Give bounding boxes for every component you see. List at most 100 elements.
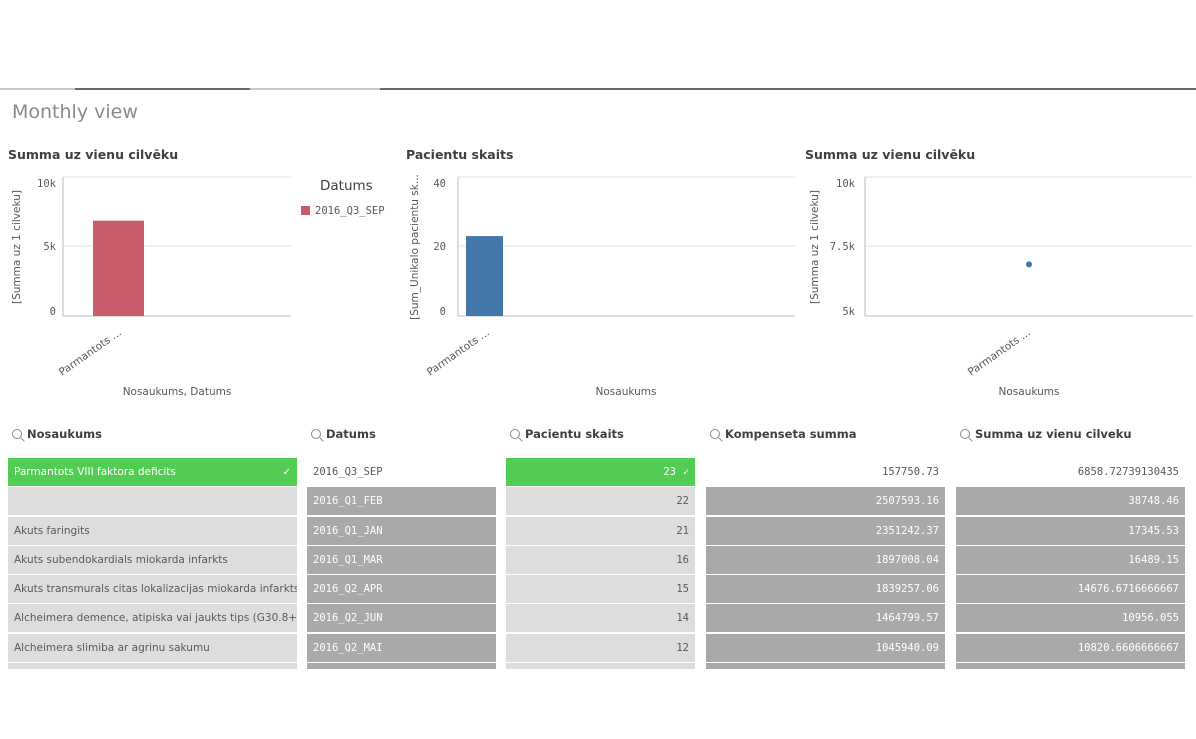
list-item[interactable]: 2016_Q2_JUN — [307, 604, 496, 633]
filter-pane-kompenseta-summa[interactable]: Kompenseta summa 157750.73 2507593.16 23… — [706, 424, 945, 670]
list-item[interactable]: 6858.72739130435 — [956, 458, 1185, 486]
list-item-label: 23 — [663, 466, 676, 478]
list-item-label: 2016_Q2_MAI — [313, 641, 383, 654]
sheet-top-bar — [0, 88, 1196, 90]
list-item[interactable]: 10956.055 — [956, 604, 1185, 633]
list-item[interactable]: 2016_Q1_JAN — [307, 516, 496, 545]
list-item[interactable]: 2351242.37 — [706, 516, 945, 545]
list-item[interactable]: 22 — [506, 487, 695, 516]
list-item-label: 15 — [676, 583, 689, 596]
list-item[interactable]: 2016_Q3_SEP — [307, 458, 496, 486]
list-item-label: Akuts subendokardials miokarda infarkts — [14, 553, 228, 566]
list-item-label: Alcheimera slimiba ar agrinu sakumu — [14, 641, 210, 654]
list-item[interactable]: 10820.6606666667 — [956, 633, 1185, 662]
list-item-label: 10956.055 — [1122, 612, 1179, 625]
sheet-tab-indicator — [250, 88, 380, 90]
list-item-label: 16489.15 — [1128, 553, 1179, 566]
list-item[interactable]: 21 — [506, 516, 695, 545]
list-item[interactable]: Parmantots VIII faktora deficits ✓ — [8, 458, 297, 486]
list-item[interactable]: 14676.6716666667 — [956, 575, 1185, 604]
list-item-label: 21 — [676, 524, 689, 537]
list-item[interactable]: 2016_Q1_MAR — [307, 545, 496, 574]
filter-pane-title: Kompenseta summa — [725, 427, 857, 441]
list-item[interactable]: 1045940.09 — [706, 633, 945, 662]
list-item-partial[interactable] — [956, 663, 1185, 670]
list-item[interactable]: 17345.53 — [956, 516, 1185, 545]
list-item-label: 157750.73 — [882, 466, 939, 478]
list-item[interactable]: Alcheimera demence, atipiska vai jaukts … — [8, 604, 297, 633]
list-item[interactable]: 38748.46 — [956, 487, 1185, 516]
list-item-partial[interactable] — [706, 663, 945, 670]
bar-mark[interactable] — [466, 236, 503, 316]
list-item-label: 2351242.37 — [875, 524, 939, 537]
y-tick-label: 0 — [440, 306, 446, 318]
chart-title: Summa uz vienu cilvēku — [8, 147, 179, 162]
list-item[interactable]: 2016_Q1_FEB — [307, 487, 496, 516]
y-axis-title: [Summa uz 1 cilveku] — [809, 190, 821, 304]
list-item-label: Akuts faringits — [14, 524, 90, 537]
filter-pane-nosaukums[interactable]: Nosaukums Parmantots VIII faktora defici… — [8, 424, 297, 670]
list-item-label: 2016_Q1_MAR — [313, 553, 383, 566]
list-item-label: 12 — [676, 641, 689, 654]
list-item-partial[interactable] — [8, 663, 297, 670]
sheet-tab-indicator — [0, 88, 75, 90]
list-item-label: Parmantots VIII faktora deficits — [14, 466, 176, 478]
filter-pane-header[interactable]: Kompenseta summa — [706, 424, 945, 444]
list-item-label: 2016_Q2_APR — [313, 583, 383, 596]
list-item[interactable]: 14 — [506, 604, 695, 633]
y-tick-label: 5k — [43, 241, 56, 253]
list-item-partial[interactable] — [506, 663, 695, 670]
x-axis-title: Nosaukums, Datums — [123, 386, 232, 398]
list-item[interactable]: Akuts faringits — [8, 516, 297, 545]
sheet-title: Monthly view — [12, 101, 138, 123]
scatter-chart-summa[interactable]: 10k 7.5k 5k [Summa uz 1 cilveku] Nosauku… — [800, 165, 1196, 415]
bar-chart-summa[interactable]: 10k 5k 0 [Summa uz 1 cilveku] Nosaukums,… — [0, 165, 400, 415]
list-item[interactable]: 16489.15 — [956, 545, 1185, 574]
y-tick-label: 5k — [842, 306, 855, 318]
search-icon[interactable] — [311, 429, 321, 439]
list-item[interactable]: 23 ✓ — [506, 458, 695, 486]
filter-pane-header[interactable]: Summa uz vienu cilveku — [956, 424, 1185, 444]
list-item[interactable]: Akuts subendokardials miokarda infarkts — [8, 545, 297, 574]
list-item[interactable] — [8, 487, 297, 516]
list-item[interactable]: 16 — [506, 545, 695, 574]
legend-swatch — [301, 206, 310, 215]
list-item-label: 14 — [676, 612, 689, 625]
list-item[interactable]: Alcheimera slimiba ar agrinu sakumu — [8, 633, 297, 662]
list-item[interactable]: 2016_Q2_MAI — [307, 633, 496, 662]
filter-pane-header[interactable]: Pacientu skaits — [506, 424, 695, 444]
list-item-label: 1464799.57 — [875, 612, 939, 625]
filter-pane-pacientu-skaits[interactable]: Pacientu skaits 23 ✓ 22 21 16 15 14 12 — [506, 424, 695, 670]
check-icon: ✓ — [282, 466, 291, 478]
y-axis-title: [Sum_Unikalo pacientu sk... — [409, 174, 421, 320]
filter-pane-datums[interactable]: Datums 2016_Q3_SEP 2016_Q1_FEB 2016_Q1_J… — [307, 424, 496, 670]
search-icon[interactable] — [710, 429, 720, 439]
legend-item[interactable]: 2016_Q3_SEP — [315, 205, 385, 217]
list-item[interactable]: 1839257.06 — [706, 575, 945, 604]
search-icon[interactable] — [960, 429, 970, 439]
list-item-partial[interactable] — [307, 663, 496, 670]
list-item[interactable]: 15 — [506, 575, 695, 604]
list-item[interactable]: 12 — [506, 633, 695, 662]
filter-pane-title: Summa uz vienu cilveku — [975, 427, 1132, 441]
list-item[interactable]: 157750.73 — [706, 458, 945, 486]
search-icon[interactable] — [510, 429, 520, 439]
filter-pane-summa-uz-vienu-cilveku[interactable]: Summa uz vienu cilveku 6858.72739130435 … — [956, 424, 1185, 670]
y-tick-label: 10k — [836, 178, 856, 190]
bar-chart-pacientu[interactable]: 40 20 0 [Sum_Unikalo pacientu sk... Nosa… — [400, 165, 800, 415]
list-item[interactable]: Akuts transmurals citas lokalizacijas mi… — [8, 575, 297, 604]
list-item-label: Akuts transmurals citas lokalizacijas mi… — [14, 583, 297, 596]
list-item[interactable]: 1464799.57 — [706, 604, 945, 633]
list-item[interactable]: 2507593.16 — [706, 487, 945, 516]
list-item[interactable]: 1897008.04 — [706, 545, 945, 574]
x-axis-title: Nosaukums — [596, 386, 657, 398]
filter-pane-header[interactable]: Datums — [307, 424, 496, 444]
bar-mark[interactable] — [93, 220, 144, 316]
list-item[interactable]: 2016_Q2_APR — [307, 575, 496, 604]
list-item-label: 1045940.09 — [875, 641, 939, 654]
search-icon[interactable] — [12, 429, 22, 439]
scatter-point[interactable] — [1026, 261, 1032, 268]
filter-pane-title: Datums — [326, 427, 376, 441]
filter-pane-header[interactable]: Nosaukums — [8, 424, 297, 444]
list-item-label: 22 — [676, 495, 689, 508]
